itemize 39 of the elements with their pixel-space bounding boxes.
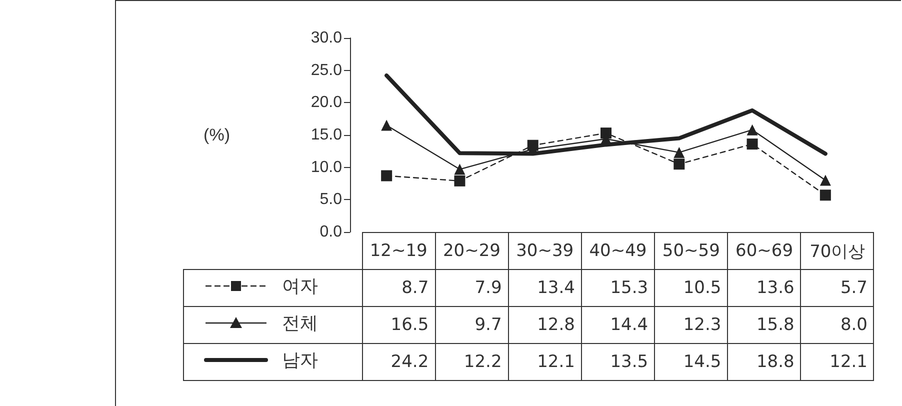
data-label: 5.7: [800, 270, 874, 306]
data-label: 9.7: [435, 306, 508, 344]
data-label: 15.3: [581, 270, 655, 306]
data-label: 10.5: [654, 270, 728, 306]
data-label: 12.1: [508, 344, 582, 380]
x-tick-label: 20~29: [435, 232, 508, 270]
data-label: 12.1: [800, 344, 874, 380]
x-tick-label: 40~49: [581, 232, 655, 270]
x-tick-label: 12~19: [362, 232, 436, 270]
y-tick-label: 30.0: [310, 30, 342, 46]
legend-label: 전체: [282, 312, 318, 334]
data-label: 13.4: [508, 270, 582, 306]
data-label: 16.5: [362, 306, 436, 344]
data-label: 14.4: [581, 306, 655, 344]
y-tick-label: 10.0: [310, 158, 342, 176]
y-tick-label: 15.0: [310, 126, 342, 144]
y-tick-label: 25.0: [310, 62, 342, 79]
data-label: 12.2: [435, 344, 508, 380]
data-label: 8.7: [362, 270, 436, 306]
data-label: 12.8: [508, 306, 582, 344]
x-tick-label: 60~69: [728, 232, 801, 270]
y-tick-label: 0.0: [320, 224, 342, 240]
y-tick-label: 20.0: [310, 94, 342, 112]
legend-label: 여자: [282, 276, 318, 296]
legend-label: 남자: [282, 350, 318, 370]
data-label: 8.0: [800, 306, 874, 344]
data-label: 15.8: [728, 306, 801, 344]
x-tick-label: 50~59: [654, 232, 728, 270]
data-label: 24.2: [362, 344, 436, 380]
data-label: 14.5: [654, 344, 728, 380]
data-label: 13.5: [581, 344, 655, 380]
data-label: 13.6: [728, 270, 801, 306]
data-label: 12.3: [654, 306, 728, 344]
data-label: 7.9: [435, 270, 508, 306]
y-tick-label: 5.0: [320, 191, 342, 208]
x-tick-label: 70이상: [800, 232, 874, 270]
x-tick-label: 30~39: [508, 232, 582, 270]
data-label: 18.8: [728, 344, 801, 380]
y-axis-title: (%): [204, 126, 230, 144]
